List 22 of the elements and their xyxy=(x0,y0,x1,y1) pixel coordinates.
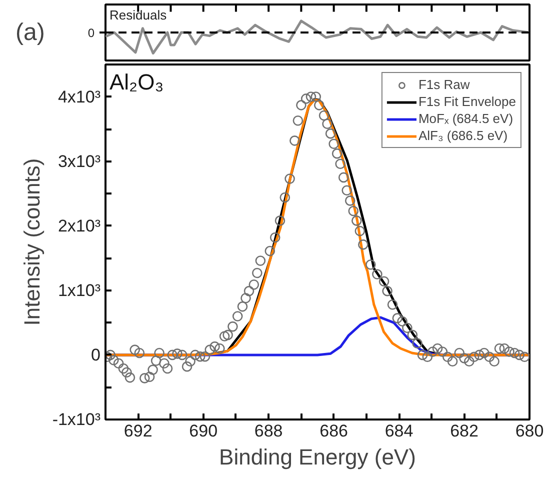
y-tick-label: 0 xyxy=(91,345,101,364)
x-axis-title: Binding Energy (eV) xyxy=(219,444,416,470)
y-axis-title: Intensity (counts) xyxy=(19,158,44,326)
x-tick-label: 688 xyxy=(254,422,283,440)
legend-label: F1s Raw xyxy=(418,77,470,92)
x-tick-label: 680 xyxy=(515,422,544,440)
legend-label: F1s Fit Envelope xyxy=(418,94,516,109)
legend-label: MoFₓ (684.5 eV) xyxy=(418,111,514,126)
y-tick-label: 3x10³ xyxy=(58,152,101,171)
annotation: Al₂O₃ xyxy=(110,70,164,94)
text: (a) xyxy=(15,19,45,46)
y-tick-label: 1x10³ xyxy=(58,280,101,300)
chart-title: Residuals xyxy=(110,8,168,22)
x-tick-label: 686 xyxy=(320,422,348,440)
legend-label: AlF₃ (686.5 eV) xyxy=(418,128,508,143)
y-tick-label: -1x10³ xyxy=(52,410,101,429)
y-tick-label: 2x10³ xyxy=(58,216,101,236)
y-tick-label: 4x10³ xyxy=(58,87,101,106)
x-tick-label: 692 xyxy=(124,422,152,440)
x-tick-label: 684 xyxy=(384,422,414,440)
x-tick-label: 682 xyxy=(450,422,478,440)
x-tick-label: 690 xyxy=(189,422,218,440)
